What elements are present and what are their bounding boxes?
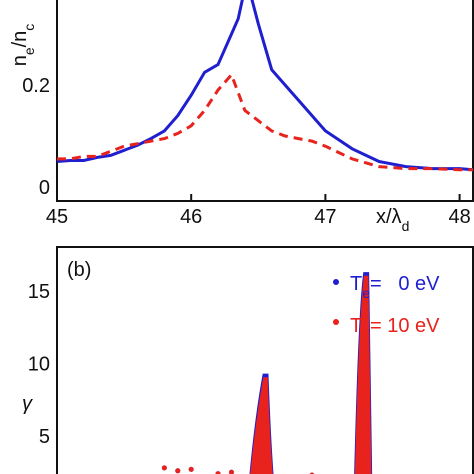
panel-a-xlabel: x/λd [376,206,409,234]
red-scatter-point [161,465,167,471]
red-scatter-point [188,466,194,472]
panel-a: 00.2 45 46 47 48 ne/nc x/λd [9,0,474,234]
panel-b-yticks: 5 10 15 [28,281,50,448]
red-scatter-point [215,471,221,474]
red-scatter-spike [250,377,273,474]
panel-a-plot [56,0,474,172]
red-scatter-point [175,468,181,474]
legend-label-blue: Te= 0 eV [350,273,440,301]
panel-a-xtick-label: 45 [46,206,68,228]
legend-marker-blue [333,279,339,285]
panel-a-frame [56,0,474,202]
panel-b-legend: Te= 0 eV Te= 10 eV [333,273,440,343]
panel-b-plot [161,272,373,474]
legend-label-red: Te= 10 eV [350,315,440,343]
panel-a-ytick-label: 0 [39,177,50,199]
series-line-red [57,71,473,172]
panel-a-xticks: 45 46 47 48 [46,194,471,228]
panel-b-ylabel: γ [22,393,33,415]
panel-b-ytick-label: 10 [28,354,50,376]
panel-b-frame [56,246,474,474]
panel-a-ytick-label: 0.2 [22,75,50,97]
legend-marker-red [333,319,339,325]
panel-a-xtick-label: 48 [448,206,470,228]
panel-a-xtick-label: 46 [180,206,202,228]
panel-b-label: (b) [67,259,91,281]
panel-b-ytick-label: 5 [39,426,50,448]
series-line-blue [56,0,474,172]
panel-a-xtick-label: 47 [314,206,336,228]
red-scatter-point [228,469,234,474]
panel-a-yticks: 00.2 [22,75,50,199]
panel-b: 5 10 15 (b) γ Te= 0 eV Te= 10 eV [22,246,474,474]
panel-b-ytick-label: 15 [28,281,50,303]
red-scatter-spike [354,275,372,474]
panel-a-ylabel: ne/nc [9,24,37,67]
